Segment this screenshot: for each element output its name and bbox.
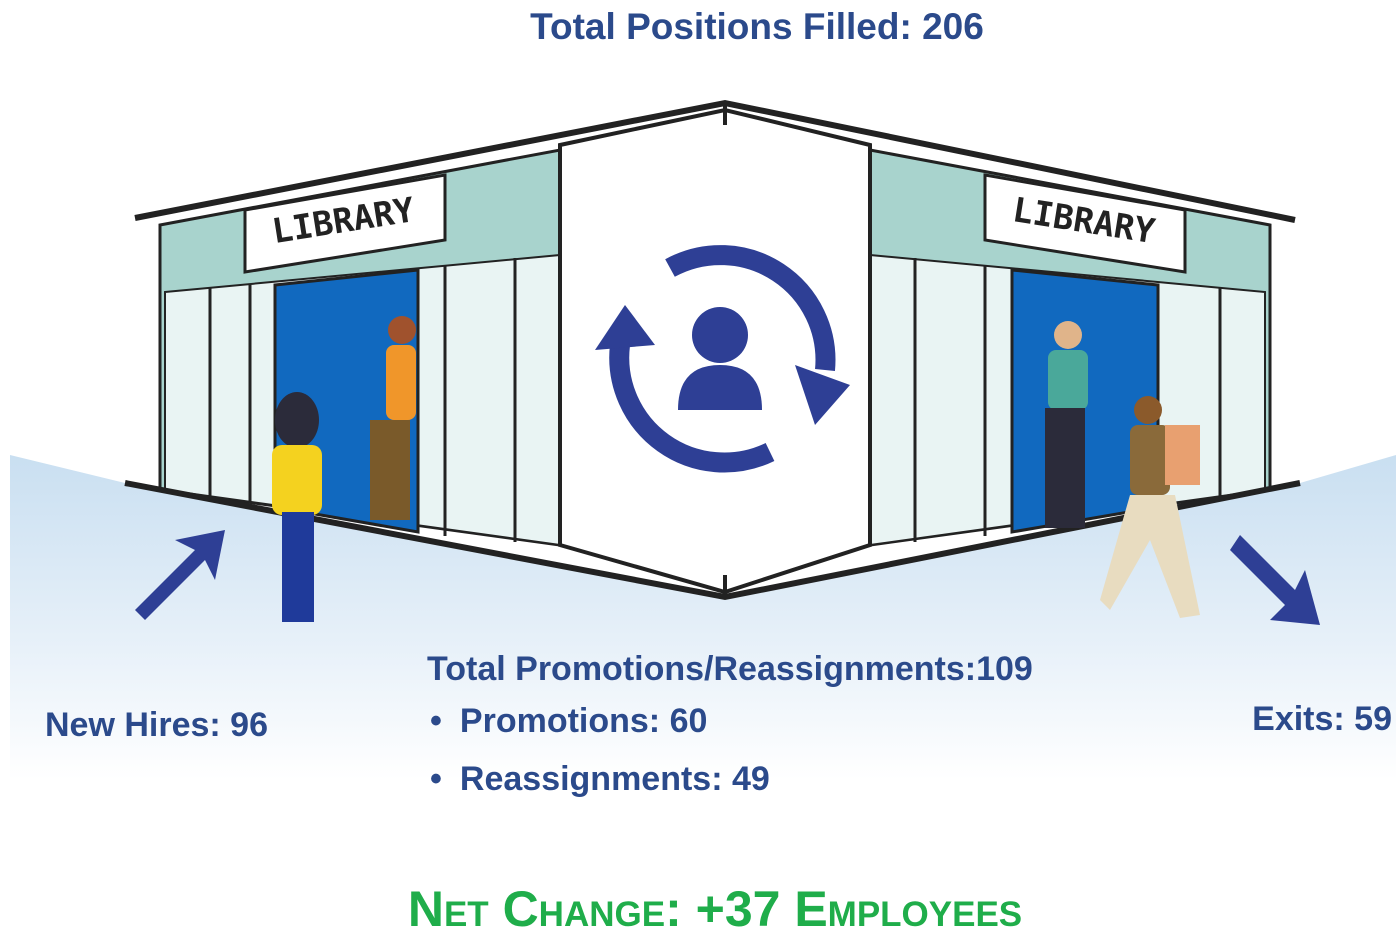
promotions-item: Promotions: 60 [430, 702, 770, 760]
exits: Exits: 59 [1252, 700, 1392, 739]
promotions-title: Total Promotions/Reassignments:109 [427, 650, 1033, 689]
net-change: Net Change: +37 Employees [0, 880, 1396, 938]
page: LIBRARY LIBRARY [0, 0, 1396, 937]
promotions-item: Reassignments: 49 [430, 760, 770, 818]
title: Total Positions Filled: 206 [0, 6, 1396, 48]
promotions-list: Promotions: 60 Reassignments: 49 [430, 702, 770, 818]
person [1045, 321, 1088, 528]
new-hires: New Hires: 96 [45, 706, 268, 745]
